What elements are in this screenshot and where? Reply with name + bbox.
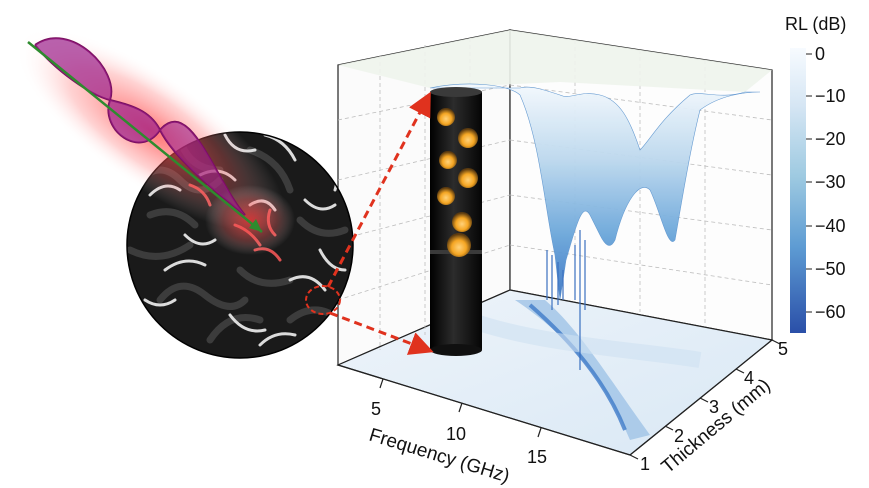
resonance-spikes xyxy=(546,230,586,370)
x-tick-label: 15 xyxy=(527,447,547,467)
colorbar-title: RL (dB) xyxy=(785,14,846,34)
callout-arrow-up xyxy=(326,91,431,288)
x-tick-label: 5 xyxy=(371,399,381,419)
y-tick-label: 3 xyxy=(709,397,719,417)
colorbar-gradient xyxy=(790,48,806,333)
x-tick-label: 10 xyxy=(446,424,466,444)
floor-contour-inner xyxy=(528,303,627,431)
y-tick-label: 5 xyxy=(778,339,788,359)
callout-arrow-down xyxy=(329,311,434,355)
arrow-head-icon xyxy=(249,219,262,232)
colorbar-tick-label: 0 xyxy=(815,44,825,64)
colorbar-tick-label: −20 xyxy=(815,129,846,149)
floor-contour-outer xyxy=(467,312,702,368)
y-tick-label: 1 xyxy=(640,454,650,474)
zoom-region-marker xyxy=(305,285,341,315)
floor-contour xyxy=(515,300,650,440)
electromagnetic-wave-icon xyxy=(15,27,295,255)
rl-surface xyxy=(429,83,761,301)
y-tick-label: 4 xyxy=(744,368,754,388)
hollow-sphere-fiber-icon xyxy=(430,87,482,356)
propagation-arrow xyxy=(27,41,263,233)
colorbar-tick-label: −50 xyxy=(815,259,846,279)
colorbar-tick-label: −30 xyxy=(815,172,846,192)
colorbar-tick-label: −40 xyxy=(815,216,846,236)
colorbar-ticks xyxy=(806,53,812,313)
plot-3d: 5 10 15 1 2 3 4 5 Frequency (GHz) Thickn… xyxy=(336,29,788,488)
front-edge-y xyxy=(629,339,773,456)
x-axis-ticks xyxy=(379,378,542,438)
front-edge-x xyxy=(337,364,631,456)
colorbar-tick-label: −10 xyxy=(815,86,846,106)
colorbar-tick-label: −60 xyxy=(815,302,846,322)
embedded-sphere xyxy=(437,108,478,257)
zoom-callout xyxy=(305,91,434,355)
colorbar: RL (dB) 0 −10 −20 −30 −40 −50 −60 xyxy=(785,14,846,333)
y-tick-label: 2 xyxy=(674,426,684,446)
surface-plateau xyxy=(338,30,772,92)
x-axis-title: Frequency (GHz) xyxy=(367,425,512,488)
y-axis-ticks xyxy=(629,339,781,460)
